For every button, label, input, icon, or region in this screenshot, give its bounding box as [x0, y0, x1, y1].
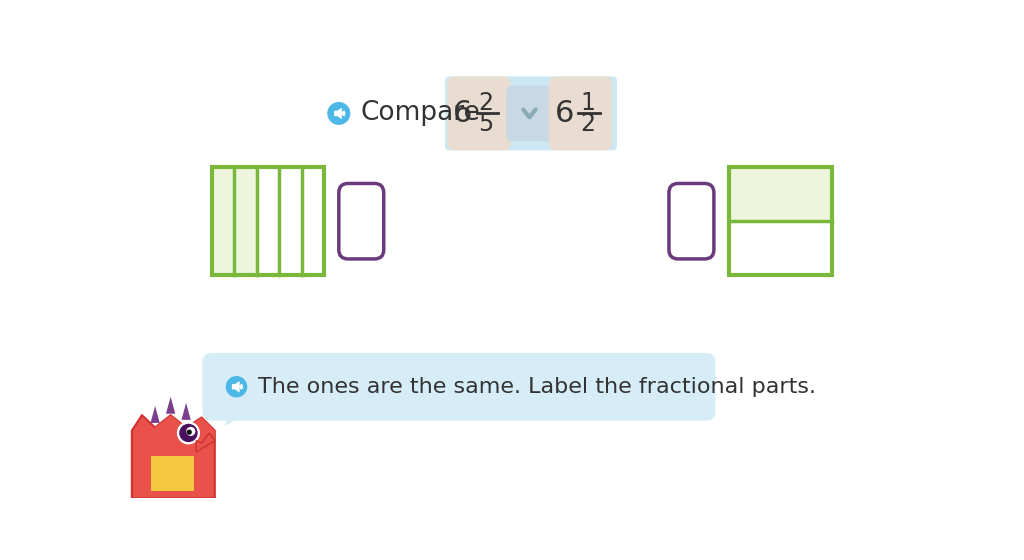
Polygon shape: [152, 456, 194, 491]
Bar: [729, 221, 831, 275]
Polygon shape: [181, 403, 190, 420]
Text: 6: 6: [555, 99, 574, 128]
Text: 2: 2: [478, 91, 494, 115]
Circle shape: [187, 428, 195, 435]
Text: 5: 5: [478, 112, 494, 136]
Bar: [212, 167, 324, 275]
Text: The ones are the same. Label the fractional parts.: The ones are the same. Label the fractio…: [258, 377, 816, 396]
Circle shape: [328, 102, 349, 124]
Bar: [729, 167, 831, 275]
Polygon shape: [197, 433, 215, 452]
FancyBboxPatch shape: [549, 76, 612, 151]
Bar: [302, 167, 324, 275]
Text: 1: 1: [581, 91, 595, 115]
Bar: [280, 167, 302, 275]
Circle shape: [180, 424, 197, 441]
Text: 2: 2: [580, 112, 595, 136]
Bar: [212, 167, 234, 275]
FancyBboxPatch shape: [445, 76, 617, 151]
Polygon shape: [152, 416, 215, 441]
FancyBboxPatch shape: [447, 76, 511, 151]
Bar: [234, 167, 257, 275]
Polygon shape: [231, 381, 240, 393]
Polygon shape: [334, 108, 342, 119]
FancyBboxPatch shape: [203, 353, 716, 421]
Bar: [729, 167, 831, 221]
Bar: [257, 167, 280, 275]
Text: 6: 6: [453, 99, 472, 128]
FancyBboxPatch shape: [506, 86, 553, 141]
Polygon shape: [166, 396, 175, 414]
Circle shape: [226, 377, 247, 396]
Circle shape: [187, 430, 191, 434]
Polygon shape: [132, 416, 215, 498]
Polygon shape: [151, 406, 160, 423]
Polygon shape: [223, 412, 251, 427]
Text: Compare: Compare: [360, 100, 480, 127]
Circle shape: [177, 422, 200, 444]
